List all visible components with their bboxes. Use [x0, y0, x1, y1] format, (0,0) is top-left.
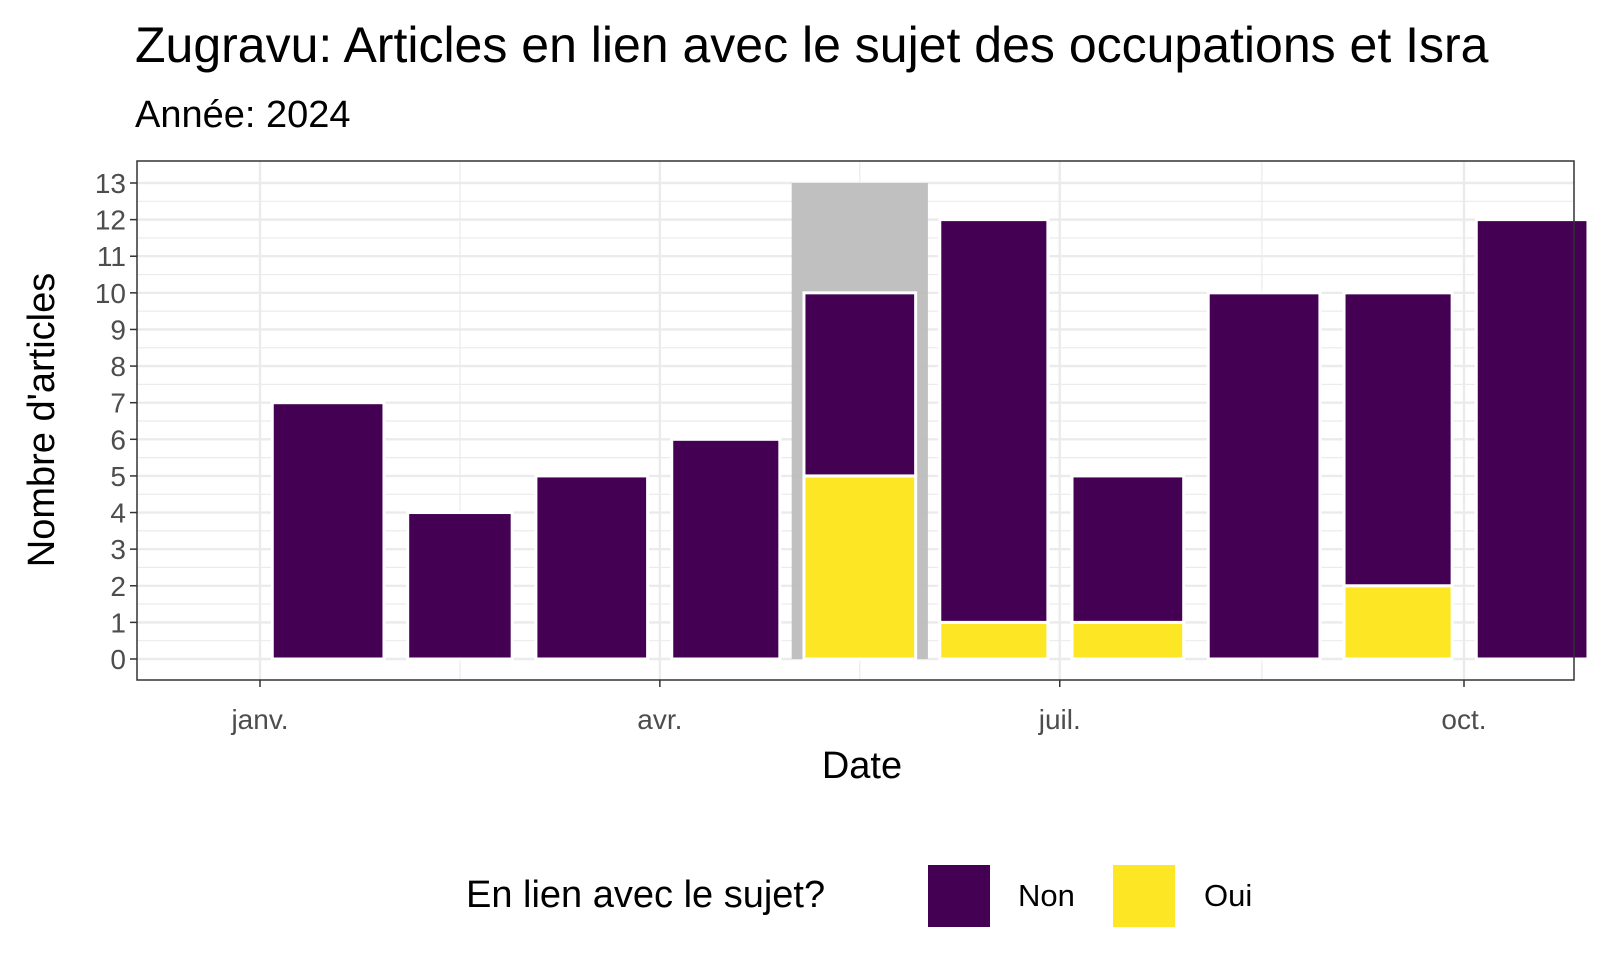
bar-non: [1342, 291, 1454, 588]
y-tick-label: 4: [110, 498, 126, 529]
x-axis: janv. avr. juil. oct.: [230, 680, 1487, 735]
y-tick-label: 3: [110, 534, 126, 565]
chart-subtitle: Année: 2024: [135, 94, 351, 136]
y-tick-label: 9: [110, 314, 126, 345]
legend-label-non: Non: [1018, 878, 1075, 913]
y-tick-label: 12: [95, 205, 126, 236]
legend-key-oui: [1113, 865, 1175, 927]
bar-non: [534, 474, 650, 661]
x-tick-label: juil.: [1038, 704, 1081, 735]
y-tick-label: 6: [110, 424, 126, 455]
legend-title: En lien avec le sujet?: [466, 874, 825, 916]
bar-oui: [1070, 620, 1186, 661]
legend-key-non: [928, 865, 990, 927]
y-tick-label: 0: [110, 644, 126, 675]
bar-non: [802, 291, 918, 478]
plot-border: [136, 160, 1575, 681]
y-tick-label: 11: [97, 241, 126, 272]
y-tick-label: 8: [110, 351, 126, 382]
bar-non: [1206, 291, 1322, 661]
bar-oui: [802, 474, 918, 661]
bar-non: [938, 218, 1050, 624]
y-tick-label: 1: [110, 607, 126, 638]
x-tick-label: avr.: [637, 704, 682, 735]
y-axis-title: Nombre d'articles: [21, 273, 63, 567]
y-tick-label: 5: [110, 461, 126, 492]
y-tick-label: 2: [110, 571, 126, 602]
legend: En lien avec le sujet? Non Oui: [466, 865, 1252, 927]
bar-oui: [1342, 584, 1454, 661]
x-tick-label: oct.: [1441, 704, 1486, 735]
chart-title: Zugravu: Articles en lien avec le sujet …: [135, 17, 1489, 73]
bar-oui: [938, 620, 1050, 661]
bars: [270, 218, 1590, 661]
bar-non: [670, 437, 782, 661]
y-tick-label: 10: [95, 278, 126, 309]
x-axis-title: Date: [822, 745, 902, 787]
legend-label-oui: Oui: [1204, 878, 1252, 913]
y-tick-label: 7: [110, 388, 126, 419]
bar-non: [1070, 474, 1186, 624]
y-tick-label: 13: [95, 168, 126, 199]
bar-non: [406, 511, 514, 661]
legend-items: Non Oui: [928, 865, 1252, 927]
x-tick-label: janv.: [230, 704, 288, 735]
bar-non: [1474, 218, 1590, 661]
bar-non: [270, 401, 386, 661]
